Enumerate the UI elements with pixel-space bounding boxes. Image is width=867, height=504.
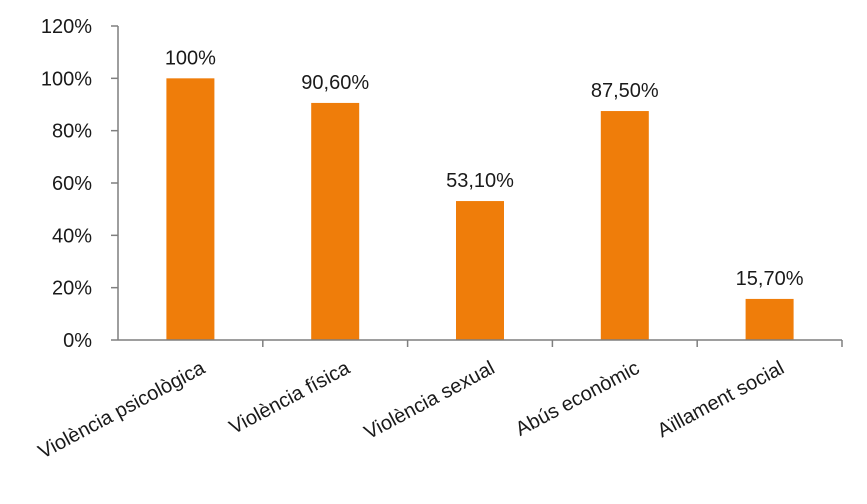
data-label: 90,60%: [301, 72, 369, 94]
y-tick-label: 40%: [52, 225, 92, 247]
category-label: Violència psicològica: [35, 357, 210, 464]
bar: [456, 201, 504, 340]
data-labels: 100% 90,60% 53,10% 87,50% 15,70%: [165, 47, 804, 290]
category-label: Violència sexual: [361, 357, 499, 444]
category-label: Aïllament social: [654, 357, 788, 442]
category-label: Abús econòmic: [512, 357, 643, 441]
data-label: 100%: [165, 47, 216, 69]
bar: [745, 298, 794, 340]
y-tick-label: 0%: [63, 330, 92, 352]
x-axis: Violència psicològica Violència física Vio…: [35, 339, 843, 464]
y-tick-label: 80%: [52, 121, 92, 143]
data-label: 15,70%: [736, 268, 804, 290]
bar: [600, 111, 649, 341]
y-axis: 0% 20% 40% 60% 80% 100% 120%: [41, 16, 119, 352]
category-label: Violència física: [226, 357, 355, 439]
bar: [311, 102, 360, 341]
y-tick-label: 20%: [52, 278, 92, 300]
y-tick-label: 60%: [52, 173, 92, 195]
y-tick-label: 120%: [41, 16, 92, 38]
y-tick-label: 100%: [41, 68, 92, 90]
bar: [166, 78, 215, 340]
data-label: 87,50%: [591, 80, 659, 102]
bars: [166, 78, 794, 341]
data-label: 53,10%: [446, 170, 514, 192]
